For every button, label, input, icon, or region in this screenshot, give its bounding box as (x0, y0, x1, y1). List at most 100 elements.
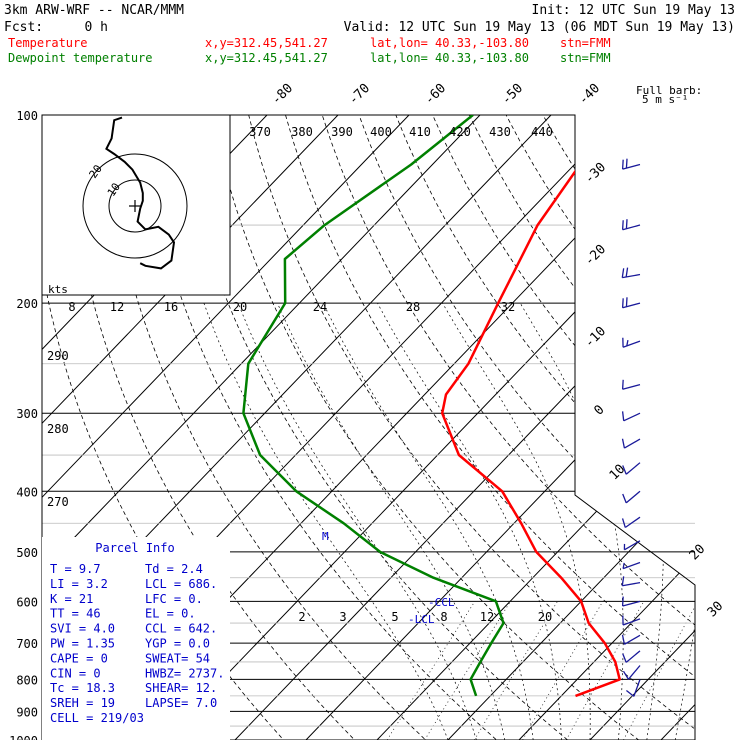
wind-barb (621, 219, 641, 231)
wet-adiabat-label: 8 (68, 300, 75, 314)
moist-adiabat-line (732, 303, 740, 740)
isotherm-line (518, 115, 695, 740)
hodograph-frame (41, 114, 231, 296)
isotherm-line (42, 115, 410, 740)
sounding-curves (242, 115, 621, 698)
legend-dewpoint-coords: x,y=312.45,541.27 (205, 51, 328, 65)
temperature-profile-line (440, 115, 621, 698)
theta-e-label: 290 (47, 349, 69, 363)
parcel-info-right-value: YGP = 0.0 (145, 637, 210, 651)
hodograph-ring (108, 179, 162, 233)
parcel-info-left-value: PW = 1.35 (50, 637, 115, 651)
pressure-tick-label: 1000 (9, 734, 38, 740)
moist-adiabat-line (322, 302, 534, 740)
parcel-info-left-value: T = 9.7 (50, 562, 101, 576)
wet-adiabat-label: 20 (233, 300, 247, 314)
barb-legend-title: Full barb: (636, 84, 702, 97)
dry-adiabat-label: 390 (331, 125, 353, 139)
pressure-tick-label: 600 (16, 595, 38, 609)
legend-temperature-name: Temperature (8, 36, 87, 50)
temperature-right-tick-label: -30 (582, 160, 609, 187)
legend-temperature-coords: x,y=312.45,541.27 (205, 36, 328, 50)
lcl-marker: -LCL (408, 613, 435, 626)
dry-adiabat-line (689, 115, 695, 740)
temperature-right-tick-label: -20 (582, 242, 609, 269)
parcel-info-left-value: LI = 3.2 (50, 577, 108, 591)
wind-barb (622, 665, 641, 680)
pressure-tick-label: 400 (16, 485, 38, 499)
ccl-marker: -CCL (428, 596, 455, 609)
temperature-top-tick-label: -40 (576, 81, 603, 108)
valid-time: Valid: 12 UTC Sun 19 May 13 (06 MDT Sun … (344, 20, 735, 35)
pressure-tick-label: 500 (16, 546, 38, 560)
temperature-top-tick-label: -50 (499, 81, 526, 108)
parcel-info-right-value: EL = 0. (145, 607, 196, 621)
mixing-ratio-label: 3 (339, 610, 346, 624)
m-marker: M (322, 530, 329, 543)
dry-adiabat-line (652, 115, 695, 740)
dry-adiabat-line (321, 115, 695, 740)
parcel-info-title: Parcel Info (95, 541, 174, 555)
temperature-right-tick-label: 30 (705, 599, 727, 621)
wet-adiabat-label: 32 (501, 300, 515, 314)
dry-adiabat-label: 400 (370, 125, 392, 139)
dry-adiabat-label: 420 (449, 125, 471, 139)
parcel-info-left-value: CIN = 0 (50, 666, 101, 680)
hodograph-ring-label: 10 (105, 181, 123, 199)
legend-dewpoint-latlon: lat,lon= 40.33,-103.80 (370, 51, 529, 65)
dry-adiabat-line (174, 115, 585, 740)
model-title: 3km ARW-WRF -- NCAR/MMM (4, 3, 184, 18)
temperature-top-tick-label: -70 (346, 81, 373, 108)
parcel-info-panel: Parcel Info T = 9.7 Td = 2.4 LI = 3.2 LCL =… (42, 537, 230, 740)
dry-adiabat-line (579, 115, 695, 740)
parcel-info-left-value: SREH = 19 (50, 696, 115, 710)
wind-barb (623, 540, 641, 551)
parcel-info-right-value: SWEAT= 54 (145, 651, 210, 665)
parcel-info-right-value: Td = 2.4 (145, 562, 203, 576)
moist-adiabat-line (704, 303, 740, 740)
dry-adiabat-label: 370 (249, 125, 271, 139)
dry-adiabat-label: 430 (489, 125, 511, 139)
hodograph-trace (105, 116, 176, 270)
isotherm-line (234, 115, 695, 740)
mixing-ratio-line (522, 601, 604, 740)
legend-temperature-station: stn=FMM (560, 36, 611, 50)
isotherm-line (447, 115, 695, 740)
dry-adiabat-line (542, 115, 695, 740)
wet-adiabat-label: 12 (110, 300, 124, 314)
moist-adiabat-line (674, 303, 695, 740)
wind-barb (622, 490, 641, 504)
pressure-tick-label: 900 (16, 705, 38, 719)
hodograph-ring (82, 153, 188, 259)
wind-barb (621, 576, 641, 587)
dry-adiabat-line (101, 115, 441, 740)
temperature-top-tick-label: -80 (269, 81, 296, 108)
parcel-info-right-value: LAPSE= 7.0 (145, 696, 217, 710)
legend: Temperature x,y=312.45,541.27 lat,lon= 4… (8, 36, 611, 65)
parcel-info-right-value: LFC = 0. (145, 592, 203, 606)
moist-adiabat-line (377, 302, 562, 740)
plot-boundary (42, 114, 696, 740)
isotherm-line (42, 115, 481, 740)
mixing-ratio-label: 20 (538, 610, 552, 624)
parcel-info-right-value: CCL = 642. (145, 622, 217, 636)
wind-barb (622, 650, 641, 663)
parcel-info-right-value: LCL = 686. (145, 577, 217, 591)
wind-barb (621, 158, 641, 170)
isotherm-line (660, 115, 695, 740)
dry-adiabat-line (616, 115, 695, 740)
legend-dewpoint-station: stn=FMM (560, 51, 611, 65)
dry-adiabat-label: 410 (409, 125, 431, 139)
dry-adiabat-line (211, 115, 657, 740)
legend-dewpoint-name: Dewpoint temperature (8, 51, 153, 65)
wind-barb (621, 596, 641, 607)
temperature-right-tick-label: -10 (582, 324, 609, 351)
moist-adiabat-line (608, 302, 664, 740)
hodograph-unit-label: kts (48, 283, 68, 296)
legend-temperature-latlon: lat,lon= 40.33,-103.80 (370, 36, 529, 50)
wind-barbs (621, 158, 641, 697)
isotherm-line (305, 115, 695, 740)
parcel-info-left-value: SVI = 4.0 (50, 622, 115, 636)
